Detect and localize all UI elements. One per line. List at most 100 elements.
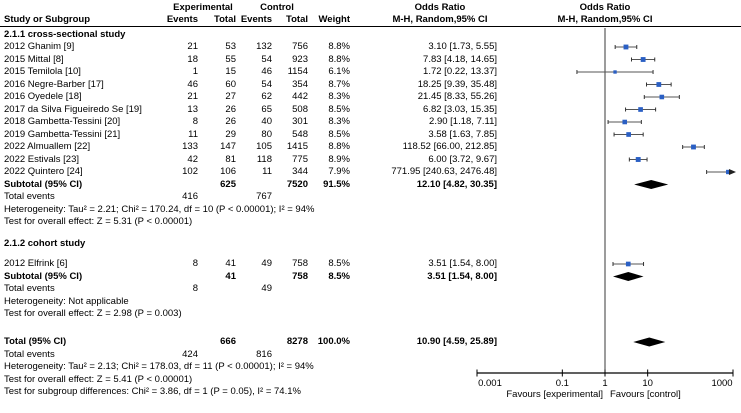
study-row: 2019 Gambetta-Tessini [21] 11 29 80 548 8.5% 3… (0, 129, 741, 142)
study-row: 2015 Mittal [8] 18 55 54 923 8.8% 7.83 [4.18, … (0, 54, 741, 67)
exp-total: 106 (220, 166, 236, 177)
exp-events: 46 (187, 78, 198, 90)
study-label: 2012 Ghanim [9] (4, 41, 75, 52)
exp-events: 8 (192, 283, 198, 294)
effect-square (635, 157, 641, 162)
weight: 7.9% (328, 166, 350, 177)
study-label: 2017 da Silva Figueiredo Se [19] (4, 103, 142, 115)
study-row: 2018 Gambetta-Tessini [20] 8 26 40 301 8.3% 2.… (0, 116, 741, 129)
weight: 8.5% (328, 103, 350, 115)
column-header-exp-total: Total (214, 14, 236, 25)
exp-events: 8 (192, 116, 198, 127)
ctrl-total: 756 (292, 41, 308, 52)
effect-square (626, 132, 631, 137)
study-label: Total (95% CI) (4, 336, 67, 347)
study-label: 2015 Temilola [10] (4, 66, 81, 77)
study-label: 2018 Gambetta-Tessini [20] (4, 116, 121, 127)
exp-total: 15 (225, 66, 236, 77)
subgroup-title: 2.1.1 cross-sectional study (0, 29, 741, 42)
ctrl-total: 548 (292, 128, 308, 140)
weight: 8.3% (328, 116, 350, 127)
pooled-effect-diamond (634, 180, 669, 189)
odds-ratio-text: 18.25 [9.39, 35.48] (417, 78, 497, 90)
odds-ratio-text: 1.72 [0.22, 13.37] (423, 66, 497, 77)
subgroup-title-label: 2.1.1 cross-sectional study (4, 29, 126, 40)
exp-events: 13 (187, 103, 198, 115)
exp-events: 11 (188, 128, 198, 140)
study-row: 2022 Almuallem [22] 133 147 105 1415 8.8% 118.… (0, 141, 741, 154)
subgroup-title: 2.1.2 cohort study (0, 238, 741, 251)
note-text: Heterogeneity: Tau² = 2.13; Chi² = 178.0… (4, 361, 314, 372)
axis-tick-label: 0.001 (478, 378, 502, 389)
axis-tick-label: 10 (642, 378, 653, 389)
overall-effect-row: Test for overall effect: Z = 5.31 (P < 0… (0, 216, 741, 229)
subtotal-row: Subtotal (95% CI) 41 758 8.5% 3.51 [1.54, 8.… (0, 271, 741, 284)
exp-events: 18 (187, 53, 198, 65)
ctrl-total: 301 (292, 116, 308, 127)
exp-total: 26 (225, 116, 236, 127)
odds-ratio-text: 21.45 [8.33, 55.26] (417, 91, 497, 102)
note-text: Test for overall effect: Z = 2.98 (P = 0… (4, 308, 182, 319)
exp-events: 21 (187, 41, 198, 52)
exp-events: 42 (187, 153, 198, 165)
study-label: 2022 Estivals [23] (4, 153, 79, 165)
odds-ratio-text: 118.52 [66.00, 212.85] (402, 141, 497, 152)
arrow-right-icon (729, 169, 736, 175)
effect-square (622, 119, 628, 125)
odds-ratio-text: 7.83 [4.18, 14.65] (423, 53, 497, 65)
column-header-exp-events: Events (166, 14, 198, 25)
ctrl-total: 758 (292, 270, 308, 282)
pooled-effect-diamond (633, 337, 666, 347)
note-text: Test for overall effect: Z = 5.41 (P < 0… (4, 373, 193, 385)
study-row: 2022 Estivals [23] 42 81 118 775 8.9% 6.00 [3.… (0, 154, 741, 167)
header-divider (0, 26, 741, 27)
odds-ratio-text: 6.82 [3.03, 15.35] (423, 103, 497, 115)
ctrl-events: 80 (261, 128, 272, 140)
total-events-label: Total events (4, 283, 55, 294)
overall-effect-row: Test for overall effect: Z = 2.98 (P = 0… (0, 308, 741, 321)
ctrl-total: 442 (292, 91, 308, 102)
study-label: 2016 Negre-Barber [17] (4, 78, 104, 90)
effect-square (691, 144, 696, 150)
exp-total: 26 (225, 103, 236, 115)
column-subheader-or-method-plot: M-H, Random,95% CI (557, 14, 653, 25)
ctrl-total: 923 (292, 53, 308, 65)
exp-total: 29 (225, 128, 236, 140)
total-events-label: Total events (4, 348, 55, 360)
subtotal-row: Subtotal (95% CI) 625 7520 91.5% 12.10 [4.82… (0, 179, 741, 192)
exp-events: 8 (192, 258, 198, 269)
ctrl-events: 49 (261, 283, 272, 294)
heterogeneity-row: Heterogeneity: Tau² = 2.13; Chi² = 178.0… (0, 361, 741, 374)
weight: 8.5% (328, 258, 350, 269)
note-text: Test for subgroup differences: Chi² = 3.… (4, 386, 301, 397)
subgroup-title-label: 2.1.2 cohort study (4, 238, 86, 249)
column-header-control: Control (260, 2, 294, 13)
effect-square (726, 169, 731, 175)
note-text: Heterogeneity: Tau² = 2.21; Chi² = 170.2… (4, 203, 315, 215)
weight: 8.8% (328, 141, 350, 152)
ctrl-events: 46 (261, 66, 272, 77)
exp-total: 666 (220, 336, 236, 347)
ctrl-events: 65 (261, 103, 272, 115)
heterogeneity-row: Heterogeneity: Tau² = 2.21; Chi² = 170.2… (0, 204, 741, 217)
odds-ratio-text: 3.51 [1.54, 8.00] (428, 258, 497, 269)
weight: 8.5% (328, 128, 350, 140)
ctrl-events: 54 (261, 78, 272, 90)
exp-events: 21 (187, 91, 198, 102)
study-row: 2015 Temilola [10] 1 15 46 1154 6.1% 1.72 [0.2… (0, 66, 741, 79)
exp-events: 424 (182, 348, 198, 360)
ctrl-total: 344 (292, 166, 308, 177)
column-header-weight: Weight (318, 14, 351, 25)
ctrl-events: 54 (261, 53, 272, 65)
weight: 8.9% (328, 153, 350, 165)
study-row: 2016 Negre-Barber [17] 46 60 54 354 8.7% 18.25… (0, 79, 741, 92)
total-events-row: Total events 416 767 (0, 191, 741, 204)
study-label: Subtotal (95% CI) (4, 270, 83, 282)
ctrl-events: 62 (261, 91, 272, 102)
effect-square (656, 82, 662, 87)
ctrl-total: 508 (292, 103, 308, 115)
odds-ratio-text: 6.00 [3.72, 9.67] (428, 153, 497, 165)
odds-ratio-text: 3.10 [1.73, 5.55] (428, 41, 497, 52)
study-row: 2016 Oyedele [18] 21 27 62 442 8.3% 21.45 [8.3… (0, 91, 741, 104)
